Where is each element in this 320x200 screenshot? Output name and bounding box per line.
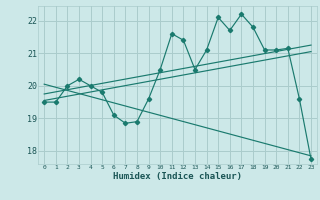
X-axis label: Humidex (Indice chaleur): Humidex (Indice chaleur) [113,172,242,181]
